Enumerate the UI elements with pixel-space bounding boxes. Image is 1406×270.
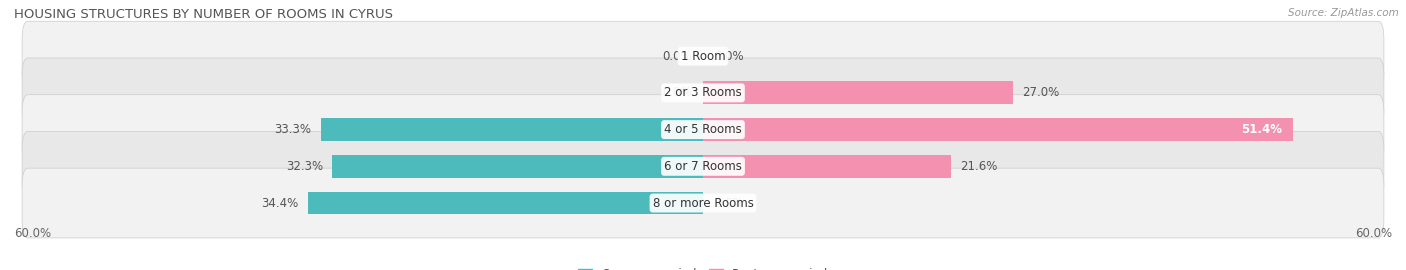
FancyBboxPatch shape	[22, 168, 1384, 238]
Text: 32.3%: 32.3%	[285, 160, 323, 173]
Bar	[332, 155, 703, 178]
Text: 2 or 3 Rooms: 2 or 3 Rooms	[664, 86, 742, 99]
Text: 34.4%: 34.4%	[262, 197, 299, 210]
Text: 33.3%: 33.3%	[274, 123, 312, 136]
Text: 0.0%: 0.0%	[714, 197, 744, 210]
Bar	[321, 118, 703, 141]
Text: 21.6%: 21.6%	[960, 160, 998, 173]
FancyBboxPatch shape	[22, 95, 1384, 164]
Bar	[703, 118, 1294, 141]
Text: Source: ZipAtlas.com: Source: ZipAtlas.com	[1288, 8, 1399, 18]
FancyBboxPatch shape	[22, 58, 1384, 128]
Bar	[703, 155, 950, 178]
Text: 1 Room: 1 Room	[681, 50, 725, 63]
Text: 6 or 7 Rooms: 6 or 7 Rooms	[664, 160, 742, 173]
Bar	[308, 192, 703, 214]
Text: HOUSING STRUCTURES BY NUMBER OF ROOMS IN CYRUS: HOUSING STRUCTURES BY NUMBER OF ROOMS IN…	[14, 8, 394, 21]
Text: 4 or 5 Rooms: 4 or 5 Rooms	[664, 123, 742, 136]
Text: 51.4%: 51.4%	[1240, 123, 1282, 136]
Text: 8 or more Rooms: 8 or more Rooms	[652, 197, 754, 210]
Legend: Owner-occupied, Renter-occupied: Owner-occupied, Renter-occupied	[572, 263, 834, 270]
Text: 0.0%: 0.0%	[662, 86, 692, 99]
Text: 0.0%: 0.0%	[714, 50, 744, 63]
Bar	[703, 82, 1012, 104]
Text: 60.0%: 60.0%	[14, 227, 51, 240]
FancyBboxPatch shape	[22, 131, 1384, 201]
Text: 0.0%: 0.0%	[662, 50, 692, 63]
Text: 27.0%: 27.0%	[1022, 86, 1060, 99]
FancyBboxPatch shape	[22, 21, 1384, 91]
Text: 60.0%: 60.0%	[1355, 227, 1392, 240]
